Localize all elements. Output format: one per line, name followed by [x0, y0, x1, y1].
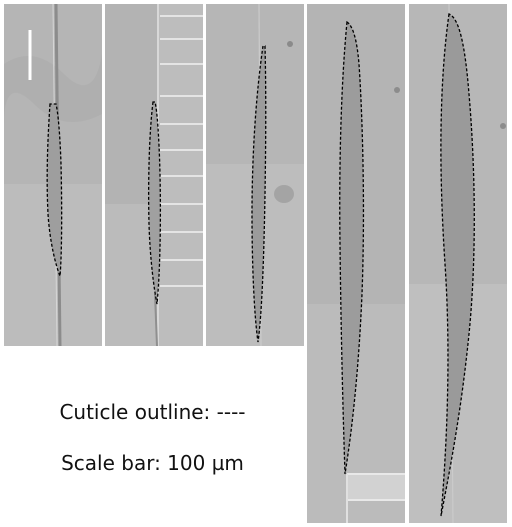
- micrograph-panel-1: [4, 4, 102, 346]
- channel-ridges: [160, 15, 203, 287]
- cuticle-outline-4: [339, 20, 365, 475]
- micrograph-panel-4: [307, 4, 405, 523]
- micrograph-panel-2: [105, 4, 203, 346]
- cuticle-outline-1: [46, 103, 63, 277]
- micrograph-panel-5: [409, 4, 507, 523]
- micrograph-image-5: [409, 4, 507, 523]
- micrograph-panel-3: [206, 4, 304, 346]
- cuticle-outline-3: [251, 45, 267, 343]
- micrograph-image-2: [105, 4, 203, 346]
- scale-bar-legend: Scale bar: 100 µm: [61, 451, 244, 475]
- cuticle-outline-5: [440, 13, 475, 517]
- cuticle-outline-legend: Cuticle outline: ----: [59, 400, 246, 424]
- micrograph-image-3: [206, 4, 304, 346]
- cuticle-outline-2: [147, 101, 162, 305]
- micrograph-image-1: [4, 4, 102, 346]
- micrograph-image-4: [307, 4, 405, 523]
